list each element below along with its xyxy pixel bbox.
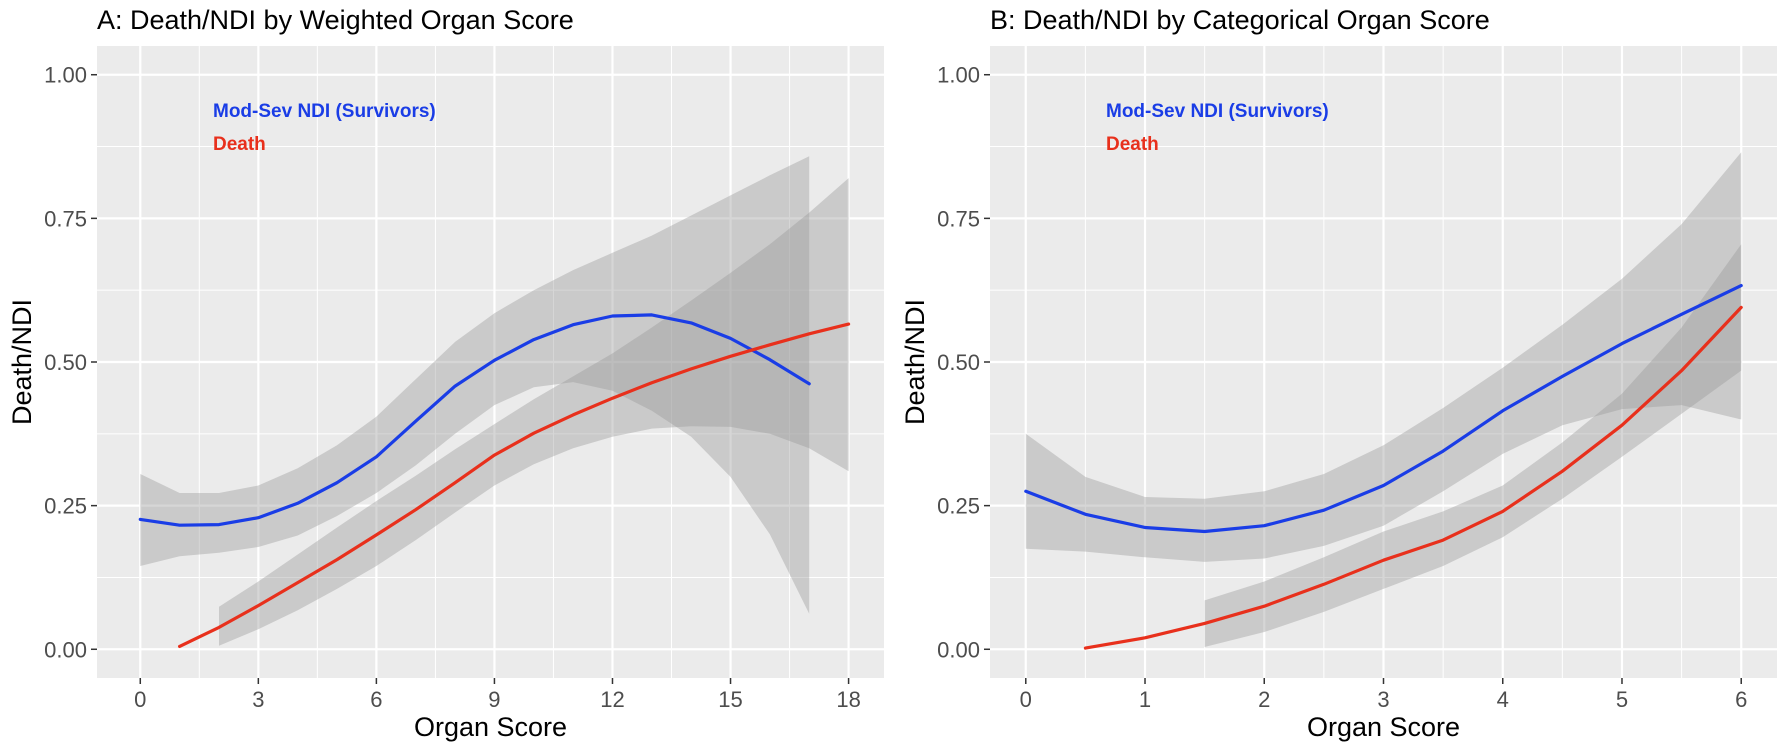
legend-label: Mod-Sev NDI (Survivors) <box>213 101 436 122</box>
x-tick-label: 12 <box>600 687 624 712</box>
x-tick-label: 15 <box>718 687 742 712</box>
x-tick-label: 4 <box>1497 687 1509 712</box>
panel-b: 0.00 0.25 0.50 0.75 1.00 0 1 2 3 4 5 6 Organ Score De… <box>900 5 1777 742</box>
y-tick-label: 0.50 <box>937 350 980 375</box>
series-line <box>178 322 851 649</box>
legend-label: Death <box>1106 134 1159 155</box>
x-tick-label: 18 <box>836 687 860 712</box>
y-tick-label: 0.25 <box>44 494 87 519</box>
y-axis-label: Death/NDI <box>900 299 930 425</box>
y-axis-label: Death/NDI <box>7 299 37 425</box>
legend-label: Death <box>213 134 266 155</box>
y-tick-label: 0.75 <box>44 206 87 231</box>
panel-title: A: Death/NDI by Weighted Organ Score <box>97 5 574 35</box>
x-tick-label: 0 <box>1020 687 1032 712</box>
x-axis-label: Organ Score <box>1307 712 1460 742</box>
x-axis-label: Organ Score <box>414 712 567 742</box>
confidence-band <box>219 178 849 646</box>
x-tick-label: 1 <box>1139 687 1151 712</box>
x-tick-label: 5 <box>1616 687 1628 712</box>
series-line <box>1083 305 1743 650</box>
x-tick-label: 9 <box>488 687 500 712</box>
panel-a: 0.00 0.25 0.50 0.75 1.00 0 3 6 9 12 15 18 Organ Scor… <box>7 5 884 742</box>
x-tick-label: 0 <box>134 687 146 712</box>
y-tick-label: 0.00 <box>44 637 87 662</box>
x-tick-label: 3 <box>252 687 264 712</box>
y-tick-label: 1.00 <box>937 63 980 88</box>
series-line <box>1024 284 1743 534</box>
y-tick-label: 0.25 <box>937 494 980 519</box>
panel-title: B: Death/NDI by Categorical Organ Score <box>990 5 1490 35</box>
x-tick-label: 6 <box>1735 687 1747 712</box>
y-tick-label: 0.50 <box>44 350 87 375</box>
legend-label: Mod-Sev NDI (Survivors) <box>1106 101 1329 122</box>
y-tick-label: 0.75 <box>937 206 980 231</box>
x-tick-label: 2 <box>1258 687 1270 712</box>
y-tick-label: 1.00 <box>44 63 87 88</box>
y-tick-label: 0.00 <box>937 637 980 662</box>
x-tick-label: 3 <box>1377 687 1389 712</box>
x-tick-label: 6 <box>370 687 382 712</box>
series-line <box>138 313 811 527</box>
